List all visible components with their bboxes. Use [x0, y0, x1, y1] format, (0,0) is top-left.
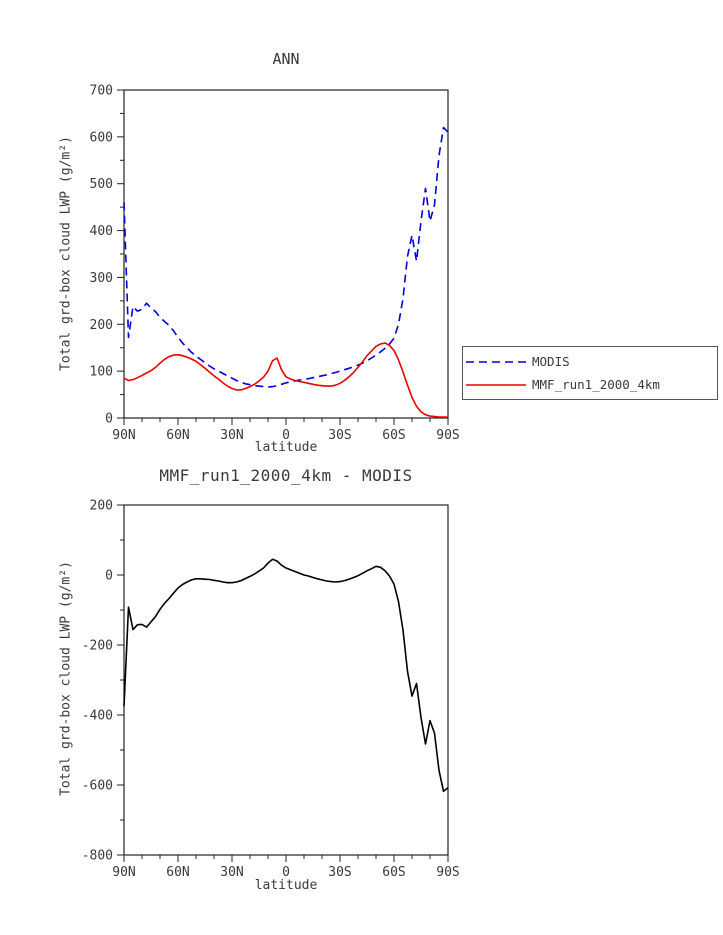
x-tick-label: 30N	[220, 428, 243, 443]
y-tick-label: 600	[90, 130, 113, 145]
legend: MODIS MMF_run1_2000_4km	[462, 346, 718, 400]
series-line-MODIS	[123, 126, 449, 388]
y-tick-label: -400	[82, 709, 113, 724]
x-tick-label: 60N	[166, 865, 189, 880]
y-tick-label: 700	[90, 84, 113, 99]
y-tick-label: 200	[90, 499, 113, 514]
x-tick-label: 90S	[436, 428, 459, 443]
mmf-solid-line-sample	[466, 383, 526, 386]
bottom-chart-xlabel: latitude	[254, 878, 318, 893]
bottom-chart-title: MMF_run1_2000_4km - MODIS	[159, 466, 413, 485]
y-tick-label: 0	[105, 569, 113, 584]
y-tick-label: -200	[82, 639, 113, 654]
y-tick-label: 200	[90, 318, 113, 333]
x-tick-label: 30N	[220, 865, 243, 880]
legend-entry-mmf: MMF_run1_2000_4km	[465, 373, 715, 396]
legend-label-mmf: MMF_run1_2000_4km	[532, 377, 660, 392]
y-tick-label: 400	[90, 224, 113, 239]
bottom-chart-ylabel: Total grd-box cloud LWP (g/m²)	[58, 561, 74, 796]
top-chart-ylabel: Total grd-box cloud LWP (g/m²)	[58, 136, 74, 371]
y-tick-label: -600	[82, 779, 113, 794]
x-tick-label: 60S	[382, 428, 405, 443]
series-line-MMF_run1_2000_4km - MODIS	[123, 558, 449, 793]
y-tick-label: -800	[82, 849, 113, 864]
y-tick-label: 300	[90, 271, 113, 286]
x-tick-label: 60N	[166, 428, 189, 443]
top-chart-title: ANN	[272, 50, 300, 68]
x-tick-label: 30S	[328, 865, 351, 880]
x-tick-label: 0	[282, 865, 290, 880]
top-chart-xlabel: latitude	[254, 440, 318, 455]
y-tick-label: 500	[90, 177, 113, 192]
y-tick-label: 100	[90, 365, 113, 380]
chart-area-1: 90N 60N 30N 0 30S 60S 90S -800 -600 -400 -200 0 200	[82, 499, 460, 881]
modis-dashed-line-sample	[466, 360, 526, 363]
x-tick-label: 90S	[436, 865, 459, 880]
series-line-MMF_run1_2000_4km	[123, 342, 448, 418]
x-tick-label: 90N	[112, 428, 135, 443]
chart-area-0: 90N 60N 30N 0 30S 60S 90S 0 100 200 300 400 500 600 70…	[90, 84, 460, 444]
legend-entry-modis: MODIS	[465, 350, 715, 373]
x-tick-label: 60S	[382, 865, 405, 880]
x-tick-label: 90N	[112, 865, 135, 880]
y-tick-label: 0	[105, 412, 113, 427]
x-tick-label: 30S	[328, 428, 351, 443]
legend-label-modis: MODIS	[532, 354, 570, 369]
x-tick-label: 0	[282, 428, 290, 443]
